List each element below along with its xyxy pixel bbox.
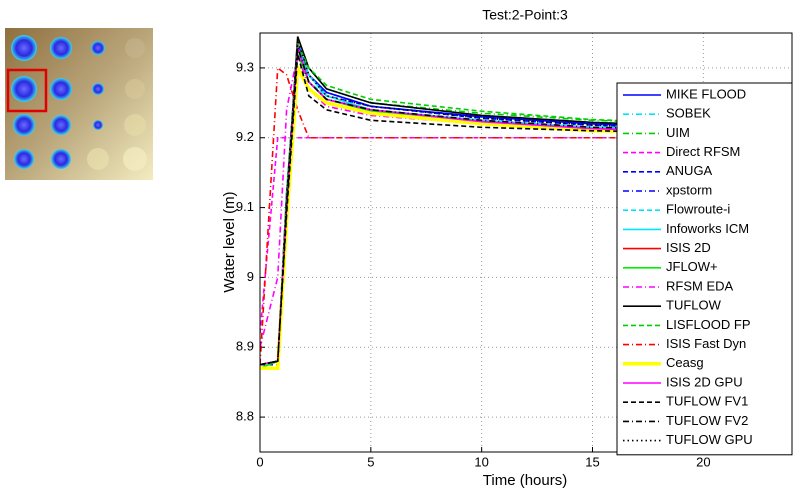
x-tick-label: 5 — [367, 454, 374, 469]
x-axis-label: Time (hours) — [483, 472, 567, 489]
legend-label: TUFLOW GPU — [666, 432, 753, 447]
x-tick-label: 15 — [585, 454, 599, 469]
legend-label: RFSM EDA — [666, 278, 734, 293]
legend-label: TUFLOW FV1 — [666, 394, 748, 409]
x-tick-label: 10 — [474, 454, 488, 469]
legend-label: UIM — [666, 125, 690, 140]
legend-label: SOBEK — [666, 106, 711, 121]
thumbnail — [5, 28, 153, 180]
series-line — [260, 66, 792, 365]
legend-label: Infoworks ICM — [666, 221, 749, 236]
series-line — [260, 43, 792, 366]
legend-label: Direct RFSM — [666, 144, 740, 159]
series-line — [260, 39, 792, 366]
y-tick-label: 8.9 — [236, 339, 254, 354]
legend-label: ANUGA — [666, 163, 713, 178]
legend-label: TUFLOW — [666, 298, 722, 313]
legend-label: Ceasg — [666, 355, 704, 370]
y-tick-label: 9.3 — [236, 59, 254, 74]
x-tick-label: 20 — [696, 454, 710, 469]
series-line — [260, 43, 792, 366]
legend-label: ISIS 2D GPU — [666, 374, 743, 389]
y-tick-label: 9.2 — [236, 129, 254, 144]
chart-title: Test:2-Point:3 — [482, 7, 568, 23]
legend-label: Flowroute-i — [666, 202, 730, 217]
series-line — [260, 46, 792, 366]
y-axis-label: Water level (m) — [221, 191, 238, 292]
legend-label: xpstorm — [666, 182, 712, 197]
y-tick-label: 9.1 — [236, 199, 254, 214]
x-tick-label: 0 — [256, 454, 263, 469]
legend-box — [616, 82, 793, 456]
y-tick-label: 9 — [247, 269, 254, 284]
series-line — [260, 136, 792, 334]
legend-label: TUFLOW FV2 — [666, 413, 748, 428]
y-tick-label: 8.8 — [236, 409, 254, 424]
legend-label: LISFLOOD FP — [666, 317, 751, 332]
legend-label: ISIS 2D — [666, 240, 711, 255]
legend-label: JFLOW+ — [666, 259, 718, 274]
legend-label: ISIS Fast Dyn — [666, 336, 746, 351]
legend-label: MIKE FLOOD — [666, 86, 746, 101]
